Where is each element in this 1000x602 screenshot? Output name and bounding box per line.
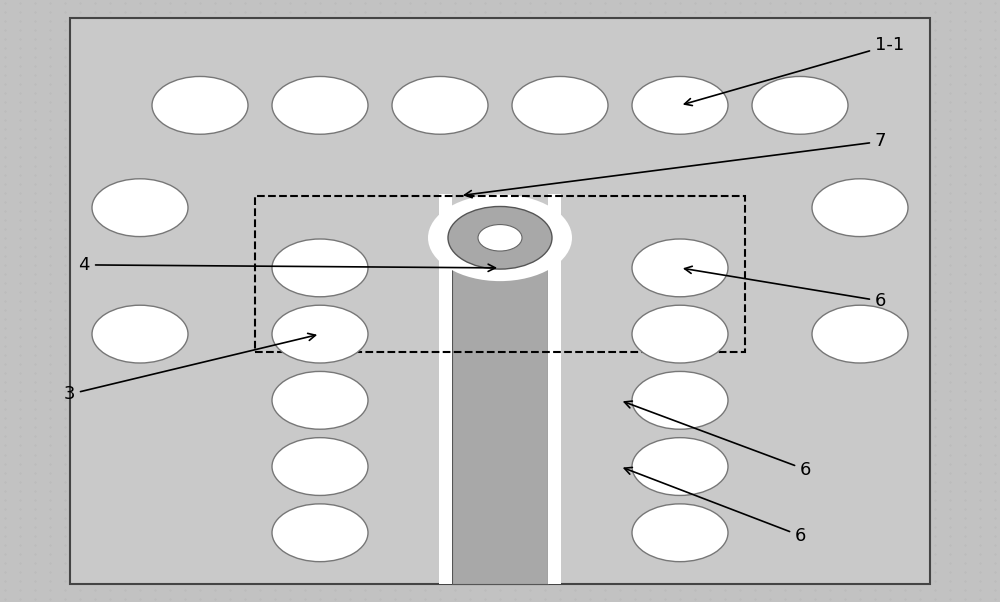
Text: 1-1: 1-1: [684, 36, 904, 105]
Bar: [452, 262, 548, 584]
Circle shape: [272, 305, 368, 363]
Circle shape: [632, 76, 728, 134]
Circle shape: [512, 76, 608, 134]
Circle shape: [392, 76, 488, 134]
Circle shape: [448, 206, 552, 269]
Circle shape: [812, 179, 908, 237]
Circle shape: [632, 305, 728, 363]
Bar: [439, 256, 452, 584]
Text: 7: 7: [465, 132, 887, 197]
Text: 6: 6: [685, 266, 886, 310]
Bar: [70, 18, 930, 584]
Circle shape: [632, 504, 728, 562]
Circle shape: [152, 76, 248, 134]
Circle shape: [92, 305, 188, 363]
Bar: [255, 196, 745, 352]
Circle shape: [272, 76, 368, 134]
Text: 6: 6: [624, 467, 806, 545]
Circle shape: [428, 194, 572, 281]
Bar: [548, 256, 561, 584]
Circle shape: [272, 438, 368, 495]
Circle shape: [632, 371, 728, 429]
Circle shape: [272, 371, 368, 429]
Bar: [548, 194, 561, 268]
Text: 6: 6: [624, 401, 811, 479]
Circle shape: [92, 179, 188, 237]
Circle shape: [632, 239, 728, 297]
Circle shape: [812, 305, 908, 363]
Circle shape: [272, 504, 368, 562]
Circle shape: [478, 225, 522, 251]
Circle shape: [752, 76, 848, 134]
Circle shape: [632, 438, 728, 495]
Text: 3: 3: [64, 334, 315, 403]
Bar: [439, 194, 452, 268]
Circle shape: [272, 239, 368, 297]
Text: 4: 4: [78, 256, 495, 274]
